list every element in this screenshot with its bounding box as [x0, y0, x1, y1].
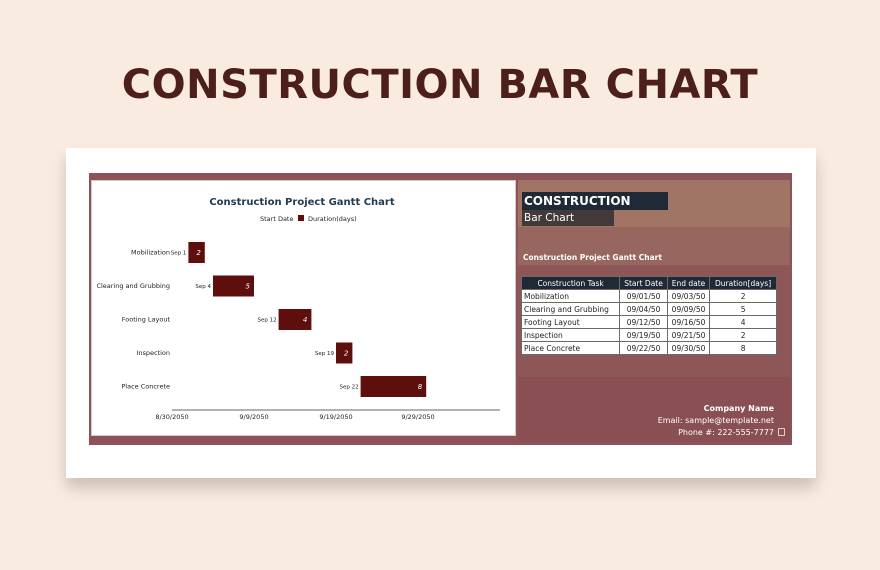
category-label: Mobilization	[131, 249, 170, 257]
cell-duration[interactable]: 4	[709, 315, 777, 329]
cell-start[interactable]: 09/04/50	[619, 302, 668, 316]
table-row: Clearing and Grubbing 09/04/50 09/09/50 …	[520, 302, 777, 316]
cell-duration[interactable]: 8	[709, 341, 777, 355]
company-phone: Phone #: 222-555-7777	[678, 428, 774, 437]
legend-label-start: Start Date	[260, 215, 293, 223]
cell-task[interactable]: Clearing and Grubbing	[520, 302, 621, 316]
duration-bar	[278, 309, 312, 330]
category-label: Clearing and Grubbing	[96, 282, 170, 290]
x-tick-label: 9/9/2050	[239, 413, 268, 421]
header-end-date: End date	[666, 276, 711, 290]
cell-end[interactable]: 09/30/50	[666, 341, 711, 355]
start-date-label: Sep 12	[257, 318, 276, 324]
cell-duration[interactable]: 2	[709, 328, 777, 342]
legend-swatch-duration	[298, 215, 304, 221]
cell-start[interactable]: 09/22/50	[619, 341, 668, 355]
cell-duration[interactable]: 2	[709, 289, 777, 303]
duration-label: 5	[246, 283, 251, 291]
start-date-label: Sep 19	[315, 351, 335, 357]
gantt-chart-panel: Construction Project Gantt Chart Start Da…	[91, 180, 516, 436]
panel-title: CONSTRUCTION	[522, 192, 668, 210]
cell-end[interactable]: 09/09/50	[666, 302, 711, 316]
panel-subtitle: Construction Project Gantt Chart	[523, 253, 662, 262]
cell-start[interactable]: 09/19/50	[619, 328, 668, 342]
category-label: Footing Layout	[122, 316, 171, 324]
start-date-label: Sep 1	[171, 251, 187, 257]
duration-bar	[188, 242, 205, 263]
page-title: CONSTRUCTION BAR CHART	[121, 62, 759, 108]
start-date-label: Sep 22	[339, 385, 358, 391]
chart-title: Construction Project Gantt Chart	[209, 197, 395, 208]
panel-title-secondary: Bar Chart	[522, 210, 614, 226]
duration-bar	[213, 275, 254, 297]
category-label: Inspection	[136, 349, 170, 357]
duration-label: 4	[303, 316, 307, 324]
cell-start[interactable]: 09/01/50	[619, 289, 668, 303]
cell-task[interactable]: Place Concrete	[520, 341, 621, 355]
table-row: Mobilization 09/01/50 09/03/50 2	[520, 289, 777, 303]
cell-duration[interactable]: 5	[709, 302, 777, 316]
task-table: Construction Task Start Date End date Du…	[520, 276, 777, 355]
gantt-chart: Construction Project Gantt Chart Start Da…	[96, 197, 500, 421]
table-header-row: Construction Task Start Date End date Du…	[520, 276, 777, 290]
header-duration: Duration[days]	[709, 276, 777, 290]
summary-panel: CONSTRUCTION Bar Chart Construction Proj…	[518, 180, 790, 442]
cell-task[interactable]: Inspection	[520, 328, 621, 342]
duration-label: 2	[196, 249, 201, 257]
cell-end[interactable]: 09/21/50	[666, 328, 711, 342]
legend-label-duration: Duration(days)	[308, 215, 357, 223]
table-row: Place Concrete 09/22/50 09/30/50 8	[520, 341, 777, 355]
table-row: Inspection 09/19/50 09/21/50 2	[520, 328, 777, 342]
cell-start[interactable]: 09/12/50	[619, 315, 668, 329]
category-label: Place Concrete	[121, 383, 170, 391]
table-row: Footing Layout 09/12/50 09/16/50 4	[520, 315, 777, 329]
duration-label: 2	[344, 350, 349, 358]
panel-band-2	[518, 227, 790, 265]
cell-task[interactable]: Footing Layout	[520, 315, 621, 329]
duration-bar	[360, 376, 427, 397]
company-name: Company Name	[703, 404, 774, 413]
duration-bar	[336, 342, 353, 364]
phone-icon	[778, 428, 785, 436]
company-email: Email: sample@template.net	[657, 416, 774, 425]
x-tick-label: 8/30/2050	[155, 413, 188, 421]
header-task: Construction Task	[520, 276, 621, 290]
x-tick-label: 9/19/2050	[319, 413, 352, 421]
start-date-label: Sep 4	[195, 284, 211, 290]
x-tick-label: 9/29/2050	[401, 413, 434, 421]
panel-band-4	[518, 377, 790, 442]
cell-task[interactable]: Mobilization	[520, 289, 621, 303]
cell-end[interactable]: 09/16/50	[666, 315, 711, 329]
duration-label: 8	[418, 383, 423, 391]
cell-end[interactable]: 09/03/50	[666, 289, 711, 303]
header-start-date: Start Date	[619, 276, 668, 290]
